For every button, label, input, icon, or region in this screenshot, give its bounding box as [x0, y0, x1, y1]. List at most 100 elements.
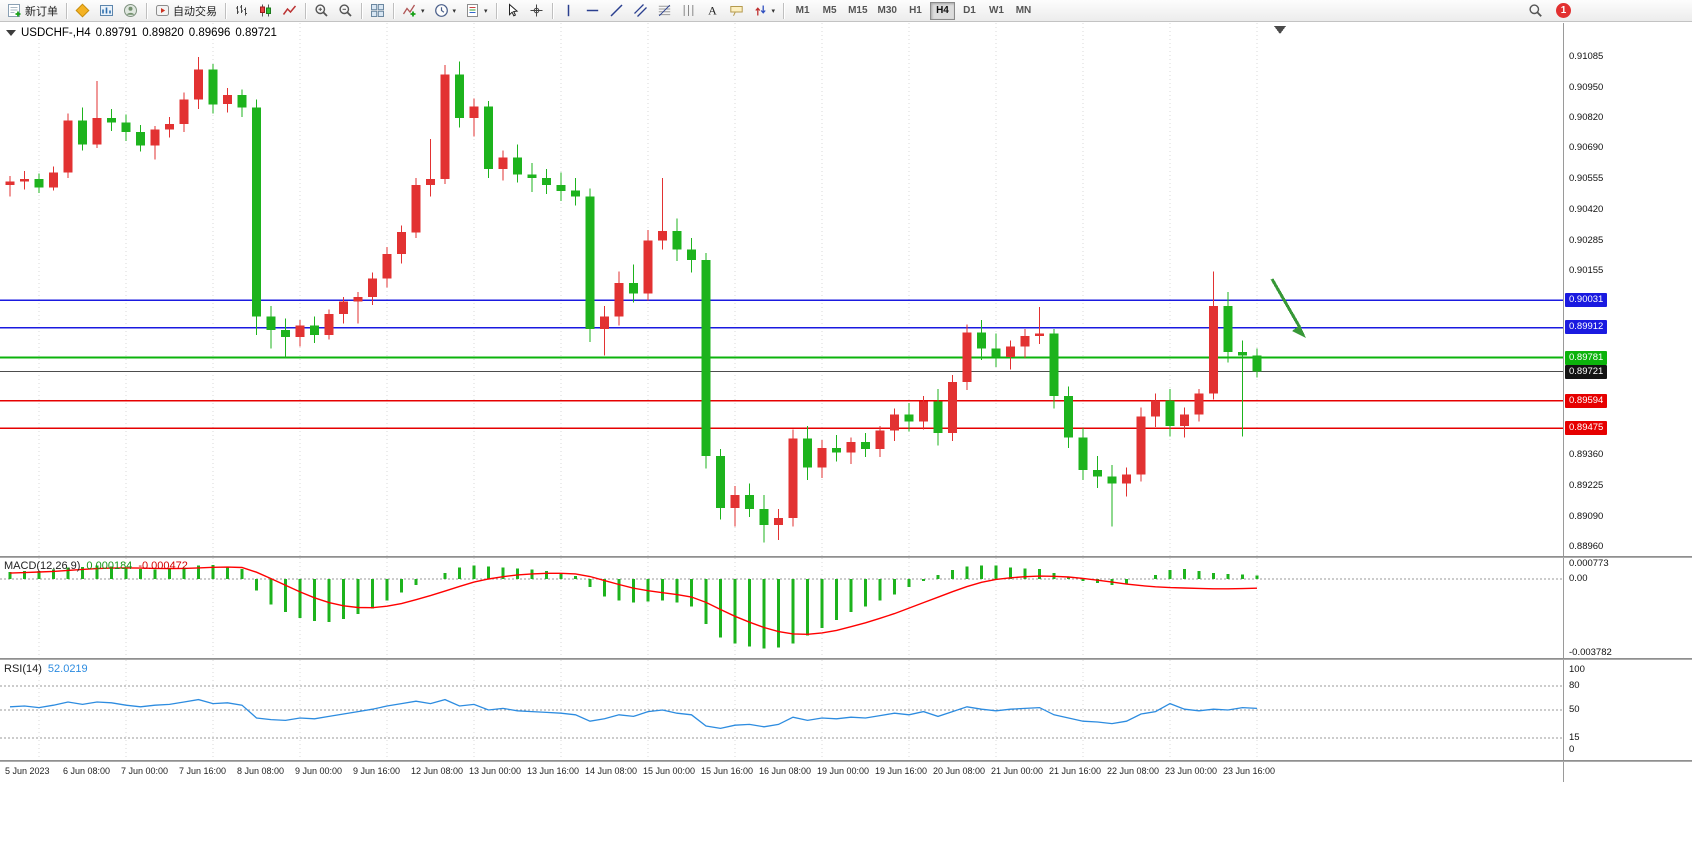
- notification-badge[interactable]: 1: [1556, 3, 1571, 18]
- candle-body: [498, 157, 508, 169]
- candle-body: [34, 179, 44, 188]
- candle-body: [20, 179, 29, 182]
- market-watch-icon: [99, 3, 114, 18]
- zoom-in-icon: [314, 3, 329, 18]
- horizontal-line-objects[interactable]: [0, 299, 1563, 429]
- community-button[interactable]: [119, 1, 142, 21]
- cursor-button[interactable]: [501, 1, 524, 21]
- search-button[interactable]: [1524, 1, 1547, 21]
- dropdown-caret[interactable]: ▾: [421, 7, 425, 15]
- candle-body: [875, 430, 885, 449]
- price-badge: 0.89781: [1565, 351, 1608, 365]
- candles-layer: [5, 57, 1262, 543]
- autotrading-label: 自动交易: [173, 5, 217, 18]
- time-axis-label: 16 Jun 08:00: [759, 766, 812, 776]
- bar-chart-button[interactable]: [230, 1, 253, 21]
- panel-splitter[interactable]: [0, 658, 1692, 660]
- toolbar-separator: [361, 2, 362, 19]
- horizontal-line-icon: [585, 3, 600, 18]
- timeframe-button-mn[interactable]: MN: [1015, 5, 1032, 16]
- trend-arrow-annotation[interactable]: [1270, 278, 1306, 338]
- candle-body: [1180, 414, 1189, 426]
- autotrading-button[interactable]: 自动交易: [151, 1, 221, 21]
- arrows-icon: [753, 3, 768, 18]
- time-axis[interactable]: 5 Jun 2023 6 Jun 08:00 7 Jun 00:00 7 Jun 16…: [0, 762, 1563, 782]
- vertical-line-button[interactable]: [557, 1, 580, 21]
- new-order-button[interactable]: 新订单: [3, 1, 62, 21]
- time-axis-label: 5 Jun 2023: [5, 766, 50, 776]
- cycle-lines-button[interactable]: [677, 1, 700, 21]
- price-badge: 0.90031: [1565, 293, 1608, 307]
- panel-splitter[interactable]: [0, 556, 1692, 558]
- candle-body: [208, 69, 218, 105]
- timeframe-button-m30[interactable]: M30: [877, 5, 897, 16]
- price-axis[interactable]: 0.91085 0.90950 0.90820 0.90690 0.90555 0.904…: [1563, 23, 1692, 782]
- zoom-in-button[interactable]: [310, 1, 333, 21]
- candle-body: [1194, 393, 1204, 415]
- toolbar-separator: [495, 2, 497, 19]
- periods-button[interactable]: ▾: [430, 1, 461, 21]
- rsi-panel-chart[interactable]: [0, 660, 1563, 760]
- candle-body: [1049, 333, 1059, 396]
- indicators-icon: [402, 3, 417, 18]
- candle-body: [1064, 396, 1073, 438]
- metaquotes-button[interactable]: [71, 1, 94, 21]
- macd-value: 0.000184: [86, 560, 133, 572]
- timeframe-button-m15[interactable]: M15: [848, 5, 868, 16]
- timeframe-button-m1[interactable]: M1: [795, 5, 810, 16]
- macd-histogram: [8, 564, 1259, 649]
- timeframe-button-h1[interactable]: H1: [909, 5, 922, 16]
- candlestick-chart-button[interactable]: [254, 1, 277, 21]
- time-axis-label: 22 Jun 08:00: [1107, 766, 1160, 776]
- candle-body: [803, 438, 812, 468]
- dropdown-caret[interactable]: ▾: [452, 7, 457, 15]
- tile-windows-button[interactable]: [366, 1, 389, 21]
- candle-body: [774, 518, 783, 526]
- candle-body: [832, 447, 841, 453]
- time-axis-label: 15 Jun 00:00: [643, 766, 696, 776]
- templates-button[interactable]: ▾: [461, 1, 492, 21]
- equidistant-channel-button[interactable]: [629, 1, 652, 21]
- one-click-trading-toggle[interactable]: [6, 30, 16, 36]
- indicators-button[interactable]: ▾: [398, 1, 429, 21]
- timeframe-button-h4[interactable]: H4: [929, 1, 955, 20]
- candle-body: [1093, 469, 1102, 477]
- time-axis-label: 8 Jun 08:00: [237, 766, 285, 776]
- text-button[interactable]: A: [701, 1, 724, 21]
- timeframe-button-d1[interactable]: D1: [963, 5, 976, 16]
- dropdown-caret[interactable]: ▾: [484, 7, 488, 15]
- tile-windows-icon: [370, 3, 385, 18]
- candle-body: [194, 69, 203, 100]
- crosshair-button[interactable]: [525, 1, 548, 21]
- price-chart[interactable]: [0, 23, 1563, 556]
- fibonacci-button[interactable]: [653, 1, 676, 21]
- dropdown-caret[interactable]: ▾: [771, 7, 776, 15]
- candle-body: [237, 95, 247, 108]
- macd-signal-line: [9, 566, 1258, 636]
- trendline-button[interactable]: [605, 1, 628, 21]
- candle-body: [397, 232, 406, 255]
- ohlc-close: 0.89721: [235, 27, 277, 39]
- candle-body: [745, 495, 754, 509]
- candle-body: [861, 442, 870, 449]
- time-axis-label: 19 Jun 00:00: [817, 766, 870, 776]
- text-label-button[interactable]: [725, 1, 748, 21]
- toolbar-separator: [146, 2, 147, 19]
- candle-body: [658, 231, 667, 241]
- timeframe-button-m5[interactable]: M5: [822, 5, 837, 16]
- macd-panel-chart[interactable]: [0, 558, 1563, 658]
- arrows-button[interactable]: ▾: [749, 1, 780, 21]
- zoom-out-button[interactable]: [334, 1, 357, 21]
- panel-splitter[interactable]: [0, 760, 1692, 762]
- chart-shift-marker[interactable]: [1274, 26, 1286, 34]
- candle-body: [571, 190, 580, 197]
- market-watch-button[interactable]: [95, 1, 118, 21]
- candle-body: [1020, 336, 1030, 347]
- candle-body: [455, 74, 464, 119]
- rsi-name: RSI(14): [4, 663, 42, 675]
- line-chart-button[interactable]: [278, 1, 301, 21]
- timeframe-button-w1[interactable]: W1: [988, 5, 1004, 16]
- candle-body: [469, 106, 479, 119]
- horizontal-line-button[interactable]: [581, 1, 604, 21]
- candle-body: [411, 185, 421, 233]
